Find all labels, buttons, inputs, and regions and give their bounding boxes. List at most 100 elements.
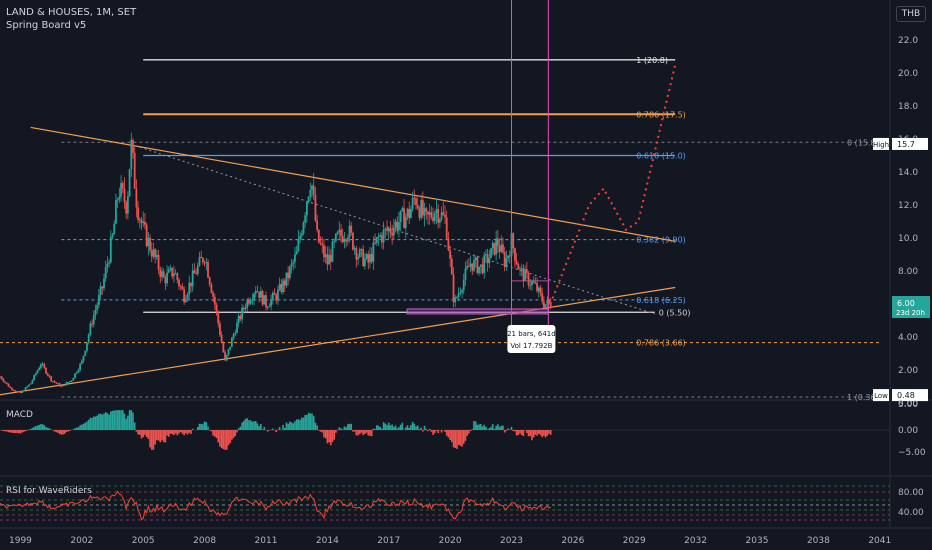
candle-body <box>403 208 405 229</box>
candle-body <box>17 391 20 393</box>
macd-bar <box>300 417 303 430</box>
macd-bar <box>191 428 194 430</box>
candle-body <box>53 381 56 383</box>
macd-bar <box>84 422 87 430</box>
symbol-title[interactable]: LAND & HOUSES, 1M, SET <box>6 7 137 18</box>
rsi-pane-label[interactable]: RSI for WaveRiders <box>6 486 92 496</box>
macd-bar <box>283 427 286 430</box>
fib-label: 0 (15.8) <box>847 138 879 147</box>
candle-body <box>321 243 324 246</box>
macd-bar <box>75 427 78 430</box>
candle-body <box>542 301 545 308</box>
candle-body <box>479 264 482 267</box>
candle-body <box>9 386 12 389</box>
candle-body <box>505 258 508 267</box>
candle-body <box>457 293 460 298</box>
macd-bar <box>40 423 42 430</box>
macd-bar <box>341 429 344 430</box>
macd-bar <box>237 428 240 430</box>
macd-bar <box>185 430 187 434</box>
macd-bar <box>106 413 109 430</box>
candle-body <box>524 269 527 281</box>
dotted-trend-line <box>134 145 655 315</box>
macd-bar <box>365 430 368 433</box>
candle-body <box>471 263 474 271</box>
macd-bar <box>526 430 528 434</box>
support-zone <box>406 308 549 315</box>
candle-body <box>239 315 242 320</box>
indicator-name[interactable]: Spring Board v5 <box>6 20 87 31</box>
macd-bar <box>474 421 477 430</box>
macd-bar <box>239 426 242 430</box>
macd-bar <box>548 430 550 434</box>
macd-bar <box>519 430 521 434</box>
candle-body <box>72 378 75 381</box>
last-price-value: 6.00 <box>897 299 915 308</box>
candle-body <box>217 311 220 324</box>
candle-body <box>188 282 191 295</box>
macd-bar <box>480 424 482 430</box>
countdown: 23d 20h <box>896 309 925 317</box>
candle-body <box>280 283 283 292</box>
candle-body <box>152 249 155 257</box>
macd-bar <box>377 425 380 430</box>
candle-body <box>62 384 64 387</box>
candle-body <box>140 219 143 224</box>
candle-body <box>488 257 491 264</box>
macd-bar <box>67 430 69 432</box>
candle-body <box>352 232 354 250</box>
candle-body <box>99 286 102 295</box>
candle-body <box>433 213 436 221</box>
candle-body <box>452 274 455 303</box>
badge-value: 0.48 <box>897 391 915 400</box>
candle-body <box>300 233 303 237</box>
macd-bar <box>207 426 209 430</box>
macd-bar <box>79 425 81 430</box>
macd-bar <box>503 430 506 433</box>
candle-body <box>5 382 8 384</box>
candle-body <box>113 223 116 235</box>
macd-pane-label[interactable]: MACD <box>6 410 33 420</box>
macd-bar <box>456 430 458 449</box>
candle-body <box>331 241 334 262</box>
macd-bar <box>537 430 540 434</box>
macd-bar <box>543 430 545 436</box>
macd-bar <box>498 426 501 430</box>
candle-body <box>333 240 336 242</box>
macd-bar <box>229 430 231 444</box>
candle-body <box>541 293 544 302</box>
price-tick: 20.0 <box>898 69 918 79</box>
macd-bar <box>497 424 499 430</box>
macd-bar <box>127 415 129 430</box>
candle-body <box>389 228 392 233</box>
macd-bar <box>451 430 453 443</box>
macd-bar <box>481 426 484 430</box>
macd-bar <box>89 417 92 430</box>
badge-label: Low <box>874 392 888 400</box>
candle-body <box>392 227 395 236</box>
macd-bar <box>6 430 8 432</box>
candle-body <box>213 296 216 305</box>
candle-body <box>237 315 240 323</box>
macd-bar <box>241 422 243 430</box>
macd-bar <box>38 424 41 430</box>
macd-bar <box>161 430 163 441</box>
candle-body <box>2 379 5 382</box>
candle-body <box>259 291 262 298</box>
candle-body <box>396 221 399 230</box>
candle-body <box>132 139 134 153</box>
macd-bar <box>462 430 465 444</box>
candle-body <box>184 298 187 303</box>
macd-bar <box>19 430 22 434</box>
macd-bar <box>188 430 191 433</box>
macd-bar <box>491 424 494 430</box>
macd-bar <box>292 423 295 430</box>
candle-body <box>295 251 298 255</box>
macd-bar <box>128 410 131 430</box>
candle-body <box>363 258 366 267</box>
currency-badge[interactable]: THB <box>896 6 926 22</box>
candle-body <box>40 364 42 368</box>
candle-body <box>22 390 25 392</box>
